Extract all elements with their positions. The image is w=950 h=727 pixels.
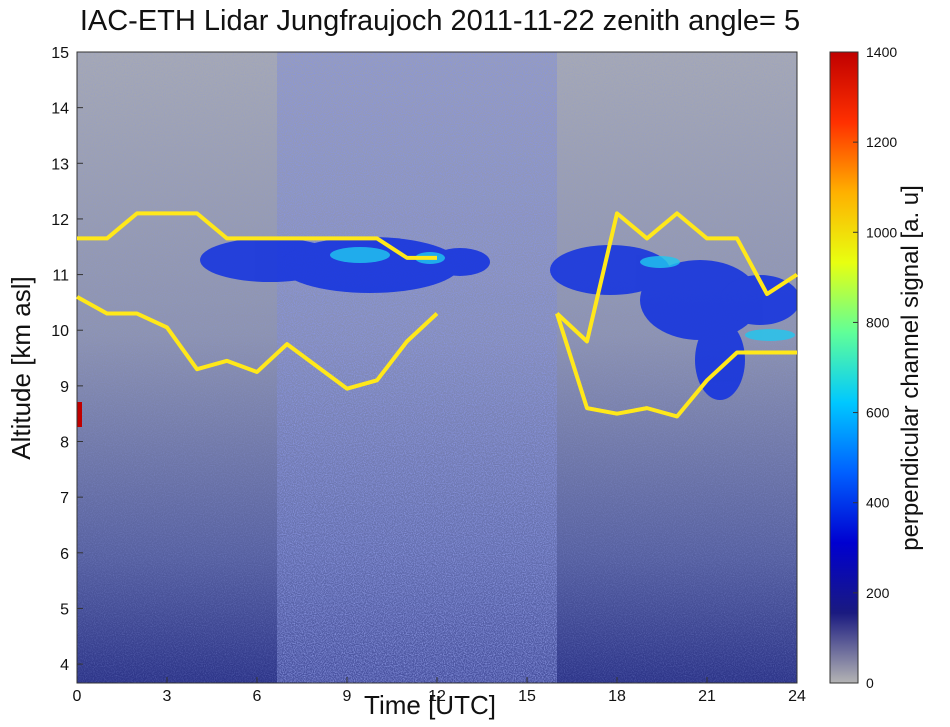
- colorbar-label: perpendicular channel signal [a. u]: [897, 185, 924, 551]
- y-tick-label: 8: [60, 435, 69, 452]
- x-tick-label: 21: [698, 688, 716, 705]
- overlay-line: [77, 211, 437, 260]
- x-tick-label: 0: [73, 688, 82, 705]
- x-tick-label: 18: [608, 688, 626, 705]
- x-tick-label: 6: [253, 688, 262, 705]
- colorbar-tick-label: 600: [866, 405, 890, 421]
- y-axis-label: Altitude [km asl]: [6, 276, 36, 460]
- colorbar-tick-label: 1200: [866, 134, 897, 150]
- y-tick-label: 14: [51, 101, 69, 118]
- x-axis-label: Time [UTC]: [364, 690, 496, 720]
- chart-title: IAC-ETH Lidar Jungfraujoch 2011-11-22 ze…: [80, 5, 800, 37]
- y-tick-label: 15: [51, 45, 69, 62]
- overlay-line: [555, 312, 797, 419]
- colorbar-tick-label: 0: [866, 675, 874, 691]
- colorbar: [829, 51, 859, 684]
- colorbar-tick-label: 1400: [866, 44, 897, 60]
- heatmap: [77, 52, 797, 683]
- colorbar-tick-label: 400: [866, 495, 890, 511]
- y-tick-label: 4: [60, 657, 69, 674]
- x-tick-label: 12: [428, 688, 446, 705]
- x-tick-label: 3: [163, 688, 172, 705]
- y-tick-label: 12: [51, 212, 69, 229]
- overlay-line: [555, 211, 799, 344]
- y-tick-label: 7: [60, 490, 69, 507]
- overlay-line: [76, 295, 439, 391]
- colorbar-tick-label: 200: [866, 585, 890, 601]
- y-tick-label: 13: [51, 156, 69, 173]
- y-tick-label: 6: [60, 546, 69, 563]
- y-tick-label: 5: [60, 601, 69, 618]
- colorbar-tick-label: 800: [866, 314, 890, 330]
- y-tick-label: 11: [52, 268, 69, 285]
- y-tick-label: 9: [60, 379, 69, 396]
- x-tick-label: 9: [343, 688, 352, 705]
- x-tick-label: 15: [518, 688, 536, 705]
- y-tick-label: 10: [51, 323, 69, 340]
- colorbar-tick-label: 1000: [866, 224, 897, 240]
- x-tick-label: 24: [788, 688, 806, 705]
